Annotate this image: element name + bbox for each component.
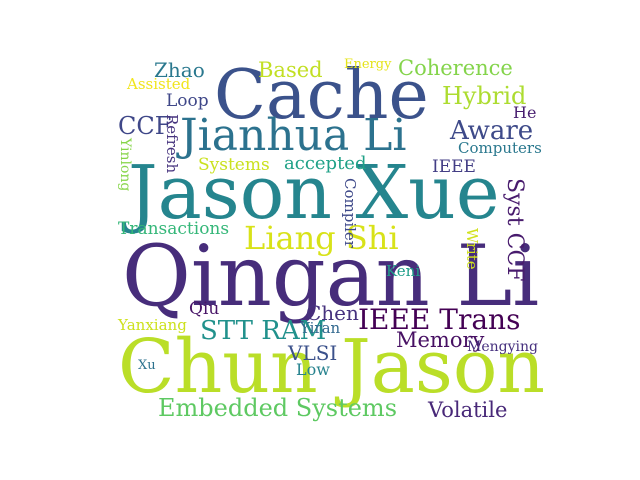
word-ccf: CCF <box>118 112 172 140</box>
word-jason-xue: Jason Xue <box>128 150 500 236</box>
word-stt-ram: STT RAM <box>200 316 327 346</box>
word-he: He <box>513 103 537 122</box>
word-keni: Keni <box>386 262 421 280</box>
word-embedded-systems: Embedded Systems <box>158 394 398 422</box>
word-assisted: Assisted <box>127 75 191 93</box>
word-zhao: Zhao <box>154 58 205 82</box>
word-cache: Cache <box>214 56 429 135</box>
word-syst-ccf: Syst CCF <box>502 178 527 282</box>
word-jianhua-li: Jianhua Li <box>180 110 407 161</box>
word-refresh: Refresh <box>163 114 181 174</box>
word-qingan-li: Qingan Li <box>122 227 540 325</box>
word-accepted: accepted <box>284 153 367 174</box>
word-systems: Systems <box>198 155 270 175</box>
word-transactions: Transactions <box>118 219 230 239</box>
word-chun-jason: Chun Jason <box>118 324 546 410</box>
word-liang-shi: Liang Shi <box>244 219 399 257</box>
word-low: Low <box>296 360 330 379</box>
word-write: Write <box>463 228 481 270</box>
word-vlsi: VLSI <box>288 341 338 365</box>
word-xu: Xu <box>138 358 156 373</box>
word-loop: Loop <box>166 91 209 111</box>
word-aware: Aware <box>450 116 534 146</box>
word-coherence: Coherence <box>398 56 513 80</box>
word-qiu: Qiu <box>189 299 220 319</box>
word-ieee-trans: IEEE Trans <box>358 303 521 336</box>
word-hybrid: Hybrid <box>442 82 527 110</box>
word-compiler: Compiler <box>341 178 359 248</box>
word-yiran: Yiran <box>300 319 341 337</box>
word-memory: Memory <box>396 328 485 352</box>
word-based: Based <box>258 58 323 82</box>
word-volatile: Volatile <box>428 398 508 422</box>
word-yanxiang: Yanxiang <box>118 316 187 334</box>
word-mengying: Mengying <box>467 339 538 355</box>
word-yinlong: Yinlong <box>117 138 133 192</box>
word-energy: Energy <box>344 57 392 72</box>
word-chen: Chen <box>306 301 359 325</box>
word-computers: Computers <box>458 139 542 157</box>
word-ieee: IEEE <box>432 157 476 177</box>
